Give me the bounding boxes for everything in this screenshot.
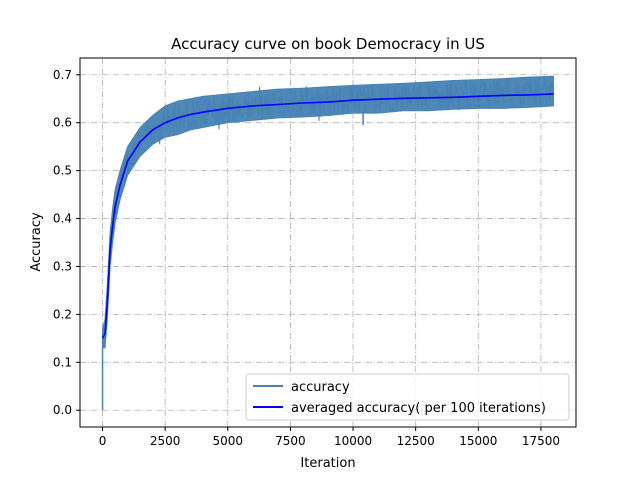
- y-tick-label: 0.6: [53, 116, 72, 130]
- plot-frame: [79, 57, 577, 428]
- y-axis: 0.0 0.1 0.2 0.3 0.4 0.5 0.6 0.7: [53, 68, 80, 417]
- y-tick-label: 0.2: [53, 307, 72, 321]
- y-tick-label: 0.7: [53, 68, 72, 82]
- x-tick-label: 10000: [334, 434, 372, 448]
- y-tick-label: 0.4: [53, 212, 72, 226]
- averaged-accuracy-line: [101, 93, 554, 339]
- legend-label-accuracy: accuracy: [291, 380, 350, 395]
- y-axis-label: Accuracy: [29, 212, 44, 272]
- plot-area: [101, 75, 554, 411]
- x-tick-label: 7500: [275, 434, 306, 448]
- x-tick-label: 5000: [213, 434, 244, 448]
- x-axis: 0 2500 5000 7500 10000 12500 15000 17500: [99, 427, 560, 448]
- chart-title: Accuracy curve on book Democracy in US: [171, 35, 485, 53]
- x-tick-label: 2500: [150, 434, 181, 448]
- x-tick-label: 12500: [397, 434, 435, 448]
- x-tick-label: 0: [99, 434, 107, 448]
- y-tick-label: 0.5: [53, 164, 72, 178]
- legend: accuracy averaged accuracy( per 100 iter…: [245, 373, 570, 421]
- legend-box: [245, 373, 570, 421]
- y-tick-label: 0.0: [53, 403, 72, 417]
- x-tick-label: 17500: [522, 434, 560, 448]
- y-tick-label: 0.3: [53, 259, 72, 273]
- legend-label-averaged-accuracy: averaged accuracy( per 100 iterations): [291, 401, 546, 416]
- accuracy-band: [102, 75, 554, 349]
- x-tick-label: 15000: [459, 434, 497, 448]
- x-axis-label: Iteration: [300, 456, 355, 471]
- y-tick-label: 0.1: [53, 355, 72, 369]
